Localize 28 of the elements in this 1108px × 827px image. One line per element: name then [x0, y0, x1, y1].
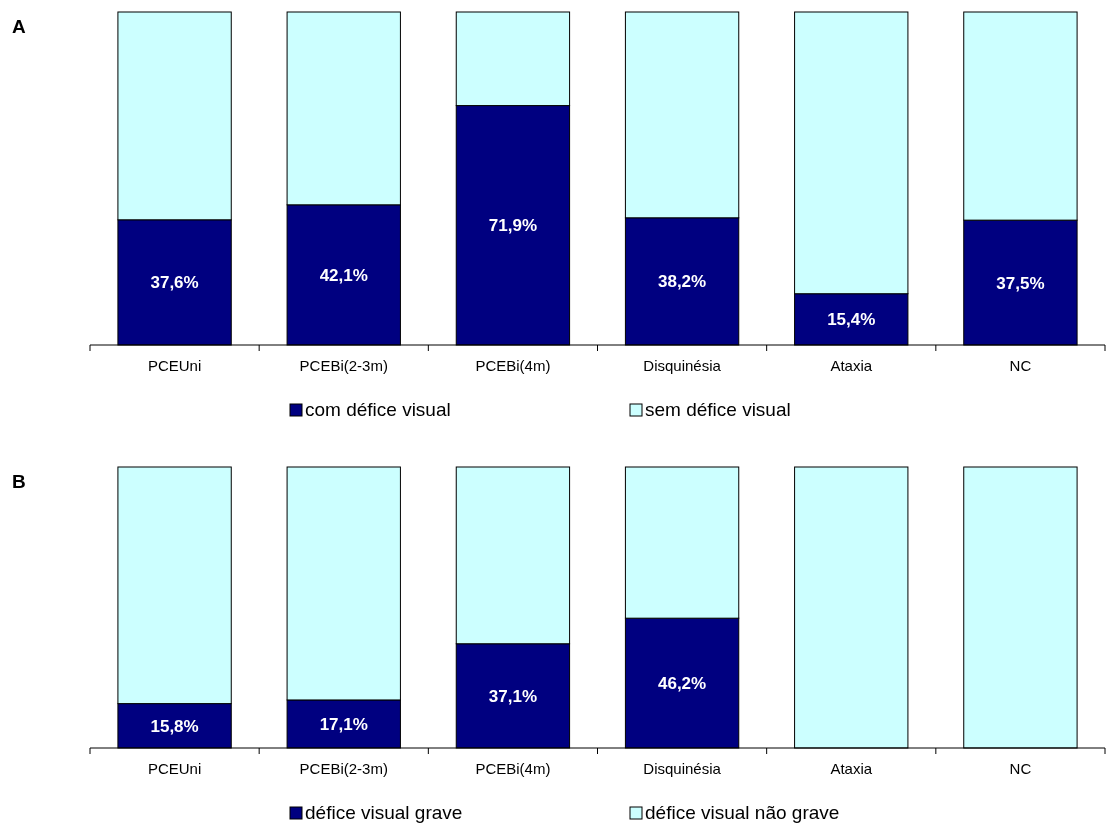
chart-title: B: [12, 471, 26, 492]
x-tick-label: PCEBi(2-3m): [299, 760, 388, 777]
data-label: 37,6%: [150, 273, 199, 293]
data-label: 17,1%: [319, 714, 368, 734]
x-tick-label: PCEBi(4m): [475, 760, 551, 777]
legend-label: com défice visual: [305, 399, 451, 420]
x-tick-label: Disquinésia: [643, 357, 722, 374]
chart-title: A: [12, 16, 26, 37]
x-tick-label: Ataxia: [830, 357, 873, 374]
legend-label: défice visual não grave: [645, 802, 840, 823]
x-tick-label: Disquinésia: [643, 760, 722, 777]
data-label: 15,4%: [827, 310, 876, 330]
legend-label: sem défice visual: [645, 399, 791, 420]
data-label: 38,2%: [657, 272, 707, 292]
data-label: 46,2%: [657, 674, 707, 694]
data-label: 42,1%: [319, 265, 368, 285]
x-tick-label: PCEBi(4m): [475, 357, 551, 374]
data-label: 37,5%: [996, 273, 1045, 293]
x-tick-label: PCEBi(2-3m): [299, 357, 388, 374]
x-tick-label: PCEUni: [147, 760, 202, 777]
data-label: 37,1%: [488, 686, 538, 706]
x-tick-label: NC: [1009, 357, 1032, 374]
data-label: 15,8%: [150, 716, 199, 736]
x-tick-label: PCEUni: [147, 357, 202, 374]
legend-label: défice visual grave: [305, 802, 463, 823]
x-tick-label: NC: [1009, 760, 1032, 777]
data-label: 71,9%: [488, 216, 538, 236]
x-tick-label: Ataxia: [830, 760, 873, 777]
